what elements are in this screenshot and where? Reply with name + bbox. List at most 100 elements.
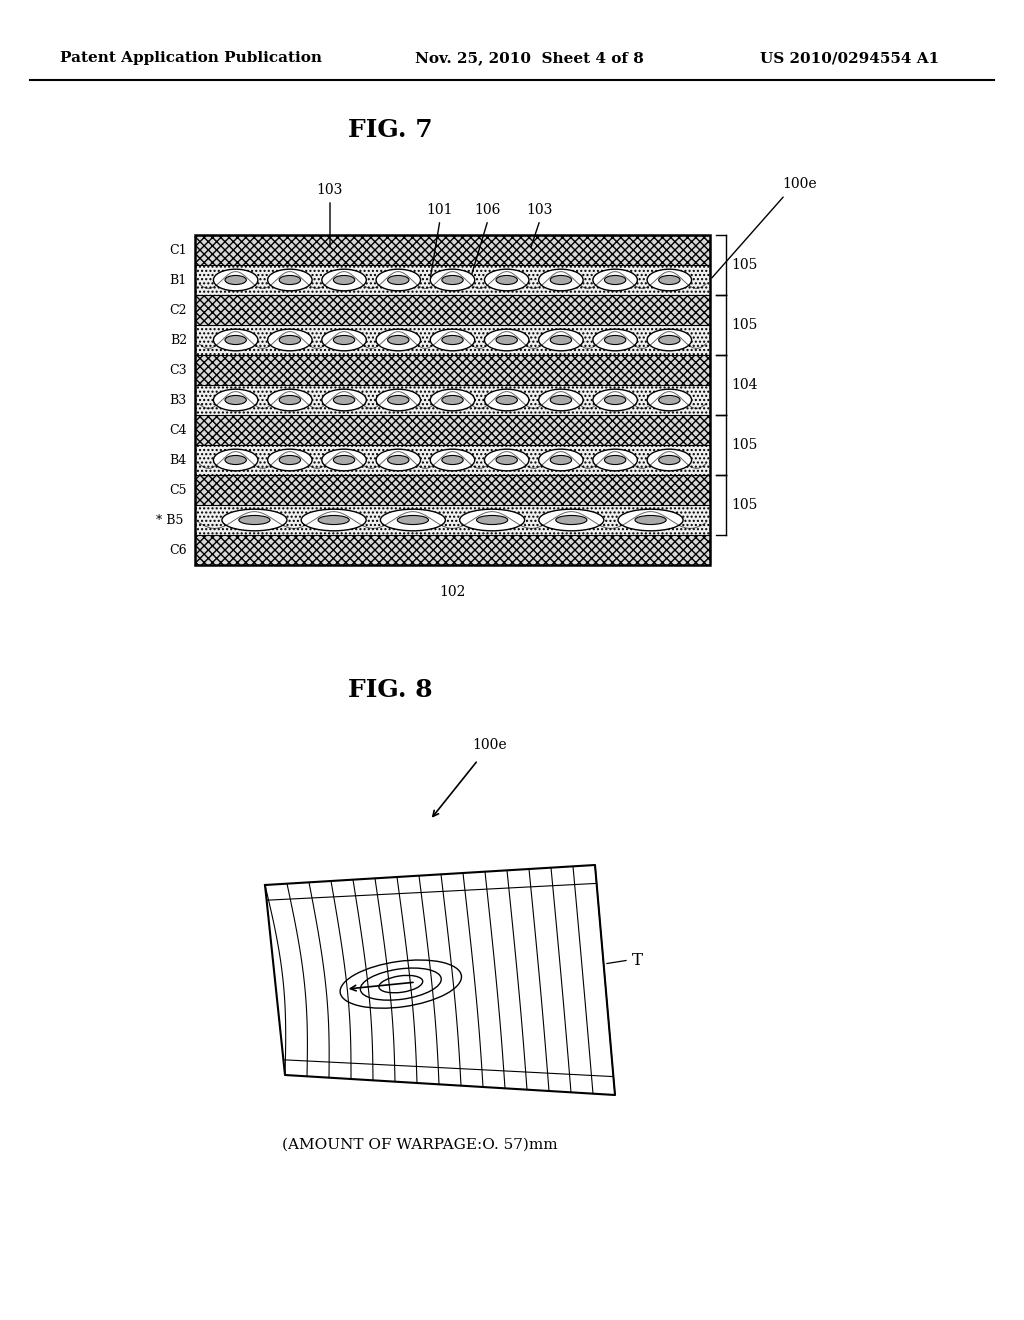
Ellipse shape [441,396,463,404]
Ellipse shape [380,510,445,531]
Ellipse shape [647,269,691,290]
Text: C1: C1 [169,243,187,256]
Ellipse shape [376,389,421,411]
Bar [195,475,710,506]
Ellipse shape [334,455,354,465]
Ellipse shape [484,389,529,411]
Ellipse shape [550,396,571,404]
Text: B4: B4 [170,454,187,466]
Bar [195,385,710,414]
Text: 103: 103 [316,183,343,197]
Ellipse shape [301,510,367,531]
Bar [195,355,710,385]
Ellipse shape [397,516,428,524]
Text: 105: 105 [731,257,758,272]
Bar [195,414,710,445]
Ellipse shape [388,455,409,465]
Ellipse shape [460,510,524,531]
Ellipse shape [550,276,571,285]
Ellipse shape [484,449,529,471]
Bar [195,475,710,506]
Text: B3: B3 [170,393,187,407]
Text: 105: 105 [731,438,758,451]
Ellipse shape [539,269,583,290]
Bar [195,235,710,565]
Ellipse shape [647,449,691,471]
Ellipse shape [658,335,680,345]
Ellipse shape [539,510,604,531]
Ellipse shape [213,449,258,471]
Ellipse shape [550,335,571,345]
Ellipse shape [550,455,571,465]
Ellipse shape [604,455,626,465]
Ellipse shape [593,269,637,290]
Text: C6: C6 [169,544,187,557]
Ellipse shape [647,329,691,351]
Ellipse shape [267,329,312,351]
Ellipse shape [280,396,300,404]
Text: FIG. 7: FIG. 7 [348,117,432,143]
Ellipse shape [430,269,475,290]
Ellipse shape [496,276,517,285]
Ellipse shape [496,396,517,404]
Text: Nov. 25, 2010  Sheet 4 of 8: Nov. 25, 2010 Sheet 4 of 8 [415,51,644,65]
Ellipse shape [376,449,421,471]
Text: C5: C5 [170,483,187,496]
Ellipse shape [496,335,517,345]
Bar [195,535,710,565]
Text: 101: 101 [427,203,454,216]
Ellipse shape [322,269,367,290]
Text: 100e: 100e [782,177,817,191]
Ellipse shape [593,449,637,471]
Text: B1: B1 [170,273,187,286]
Ellipse shape [618,510,683,531]
Ellipse shape [322,389,367,411]
Bar [195,294,710,325]
Ellipse shape [225,455,247,465]
Ellipse shape [441,455,463,465]
Ellipse shape [430,329,475,351]
Bar [195,445,710,475]
Ellipse shape [225,396,247,404]
Text: (AMOUNT OF WARPAGE:O. 57)mm: (AMOUNT OF WARPAGE:O. 57)mm [283,1138,558,1152]
Ellipse shape [430,389,475,411]
Ellipse shape [267,449,312,471]
Ellipse shape [388,335,409,345]
Ellipse shape [213,329,258,351]
Ellipse shape [213,269,258,290]
Text: 100e: 100e [473,738,507,752]
Bar [195,325,710,355]
Ellipse shape [441,335,463,345]
Ellipse shape [635,516,667,524]
Ellipse shape [556,516,587,524]
Ellipse shape [222,510,287,531]
Ellipse shape [593,389,637,411]
Bar [195,235,710,265]
Ellipse shape [334,396,354,404]
Ellipse shape [593,329,637,351]
Text: US 2010/0294554 A1: US 2010/0294554 A1 [760,51,939,65]
Ellipse shape [476,516,508,524]
Text: FIG. 8: FIG. 8 [348,678,432,702]
Ellipse shape [322,449,367,471]
Bar [195,414,710,445]
Text: * B5: * B5 [156,513,183,527]
Ellipse shape [441,276,463,285]
Ellipse shape [658,396,680,404]
Bar [195,294,710,325]
Text: T: T [632,952,643,969]
Ellipse shape [213,389,258,411]
Text: 106: 106 [475,203,501,216]
Bar [195,535,710,565]
Ellipse shape [496,455,517,465]
Text: C4: C4 [169,424,187,437]
Ellipse shape [388,396,409,404]
Ellipse shape [280,455,300,465]
Ellipse shape [658,276,680,285]
Text: 102: 102 [439,585,466,599]
Bar [195,265,710,294]
Ellipse shape [539,329,583,351]
Ellipse shape [225,276,247,285]
Ellipse shape [322,329,367,351]
Ellipse shape [267,269,312,290]
